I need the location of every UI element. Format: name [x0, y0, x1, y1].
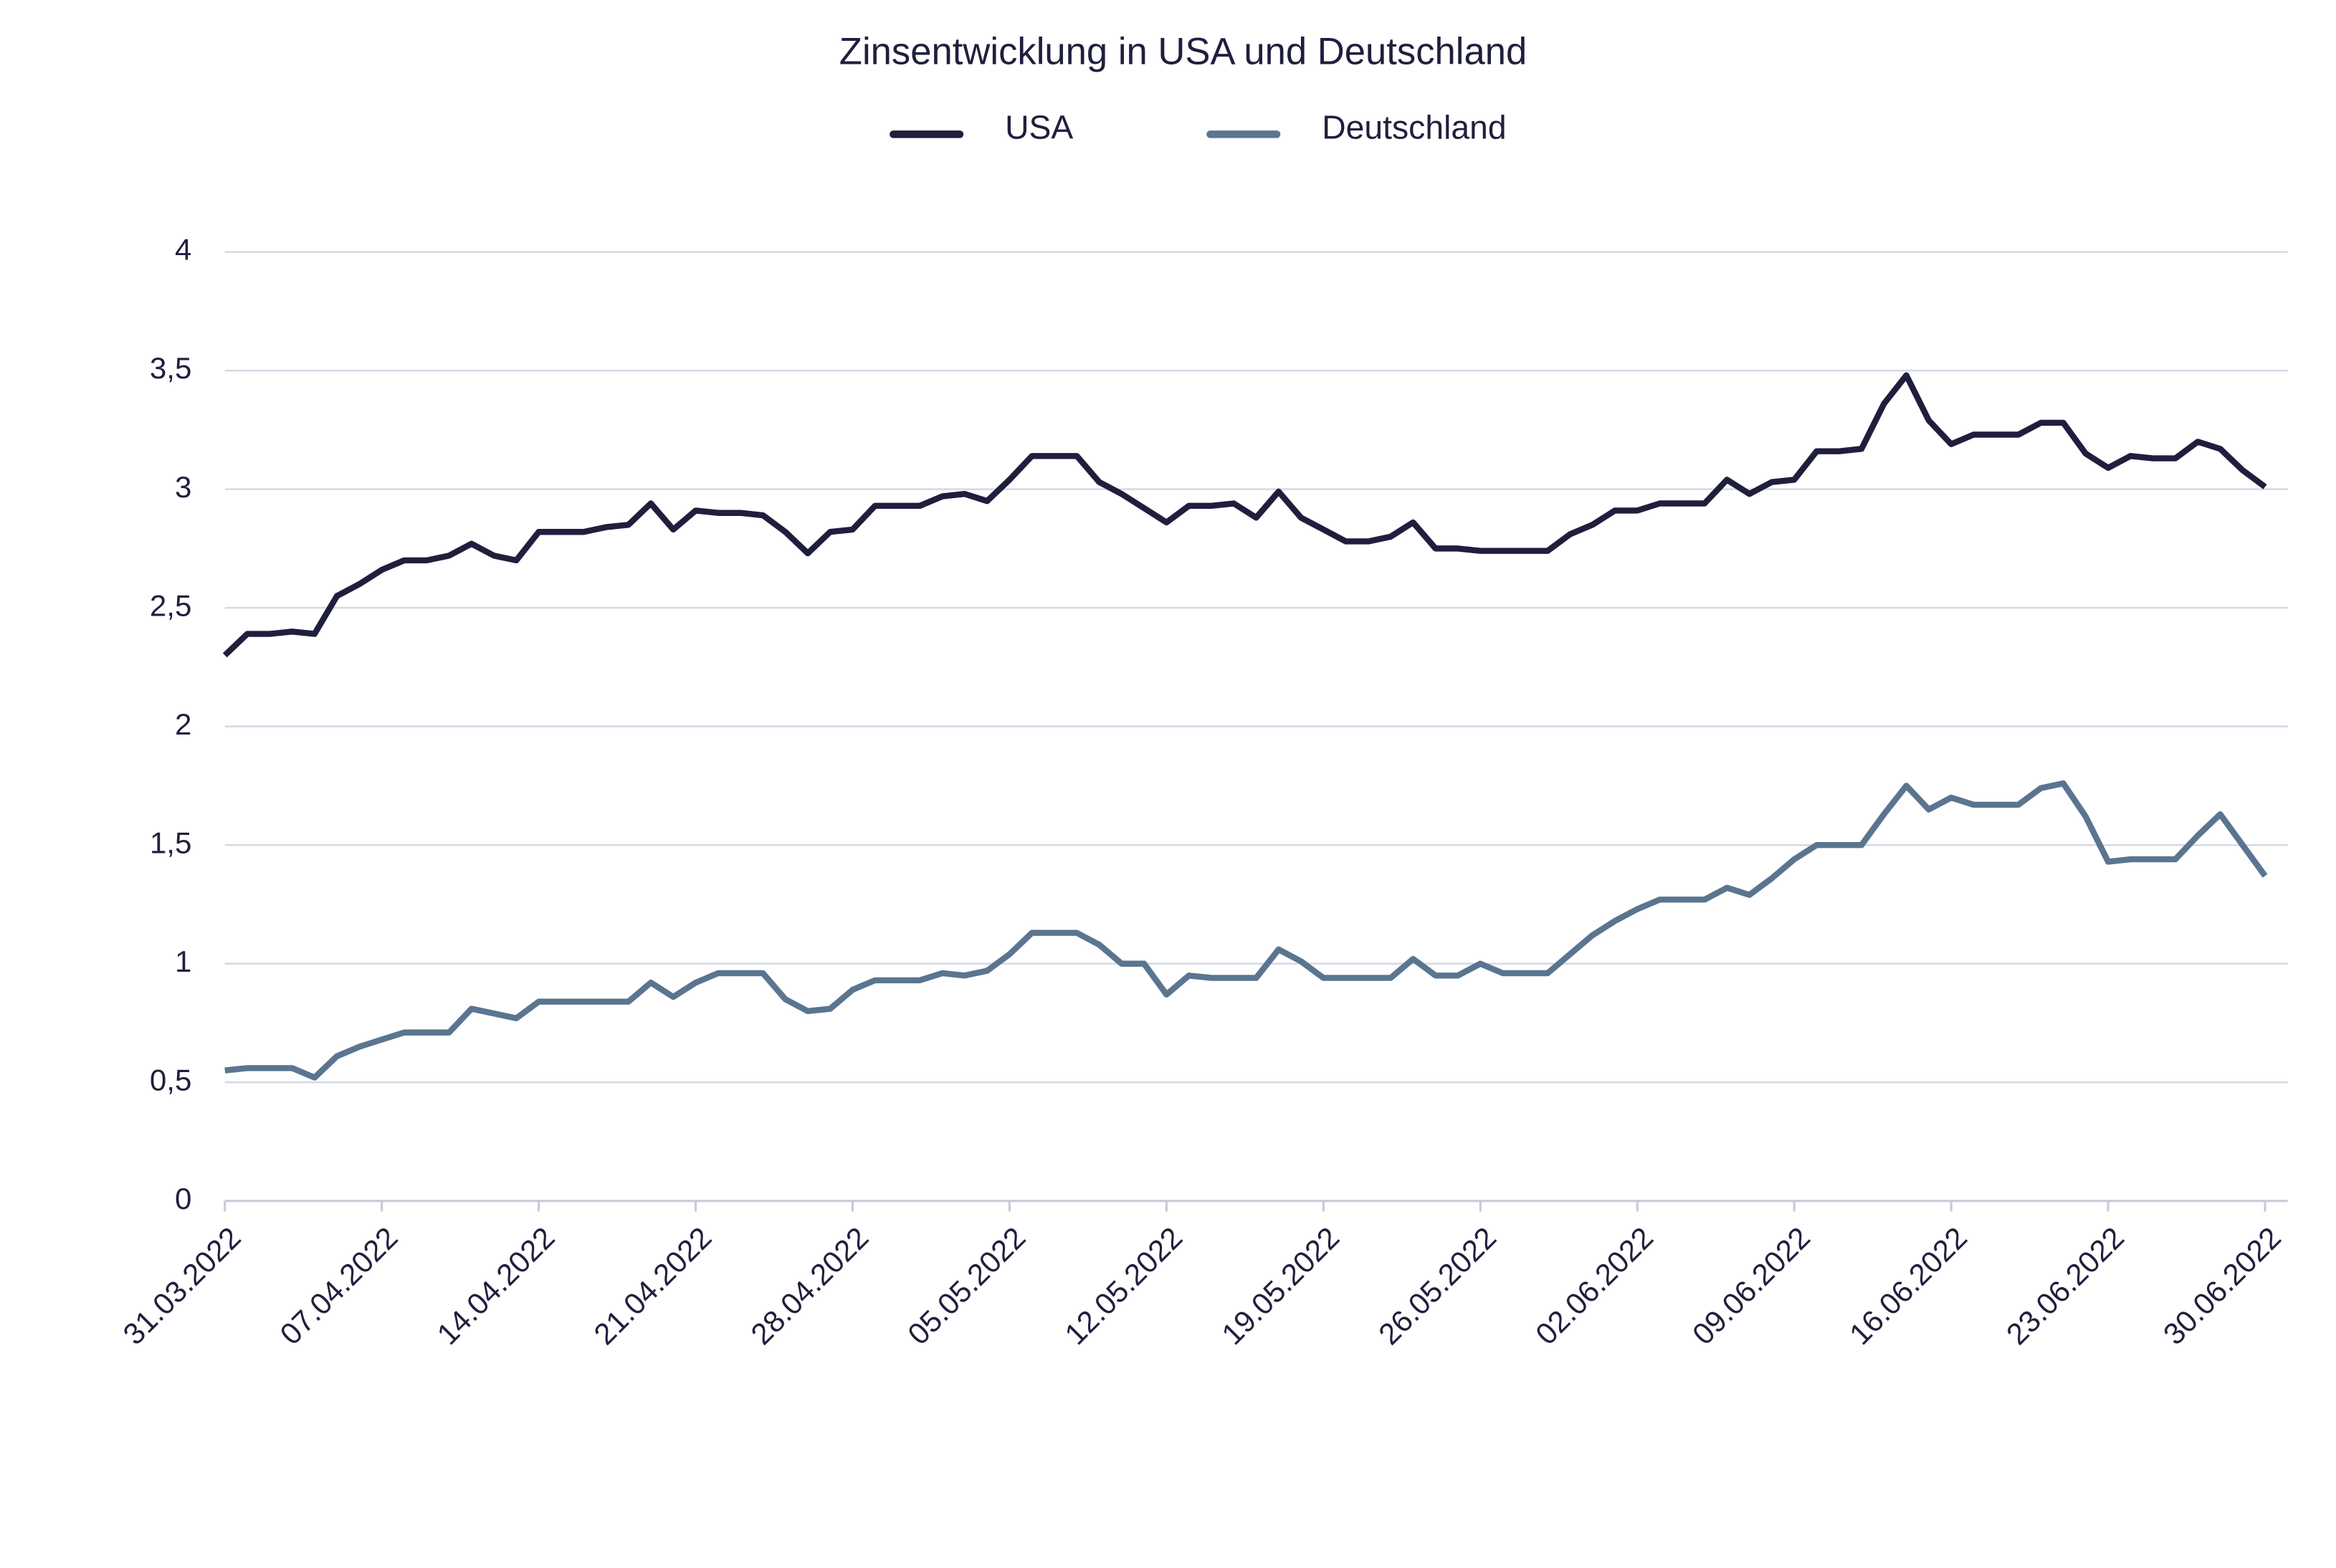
legend-label: USA — [1005, 108, 1073, 145]
chart-title: Zinsentwicklung in USA und Deutschland — [839, 31, 1527, 73]
y-tick-label: 4 — [175, 233, 191, 267]
y-tick-label: 3,5 — [150, 351, 192, 385]
y-tick-label: 3 — [175, 470, 191, 504]
series-line — [224, 780, 2268, 1081]
y-tick-label: 1 — [175, 945, 191, 978]
y-tick-label: 2,5 — [150, 588, 192, 622]
y-tick-label: 1,5 — [150, 826, 192, 859]
y-tick-label: 0 — [175, 1182, 191, 1215]
y-tick-label: 2 — [175, 707, 191, 741]
y-tick-label: 0,5 — [150, 1063, 192, 1096]
series-line — [222, 372, 2267, 658]
legend-label: Deutschland — [1322, 108, 1506, 145]
